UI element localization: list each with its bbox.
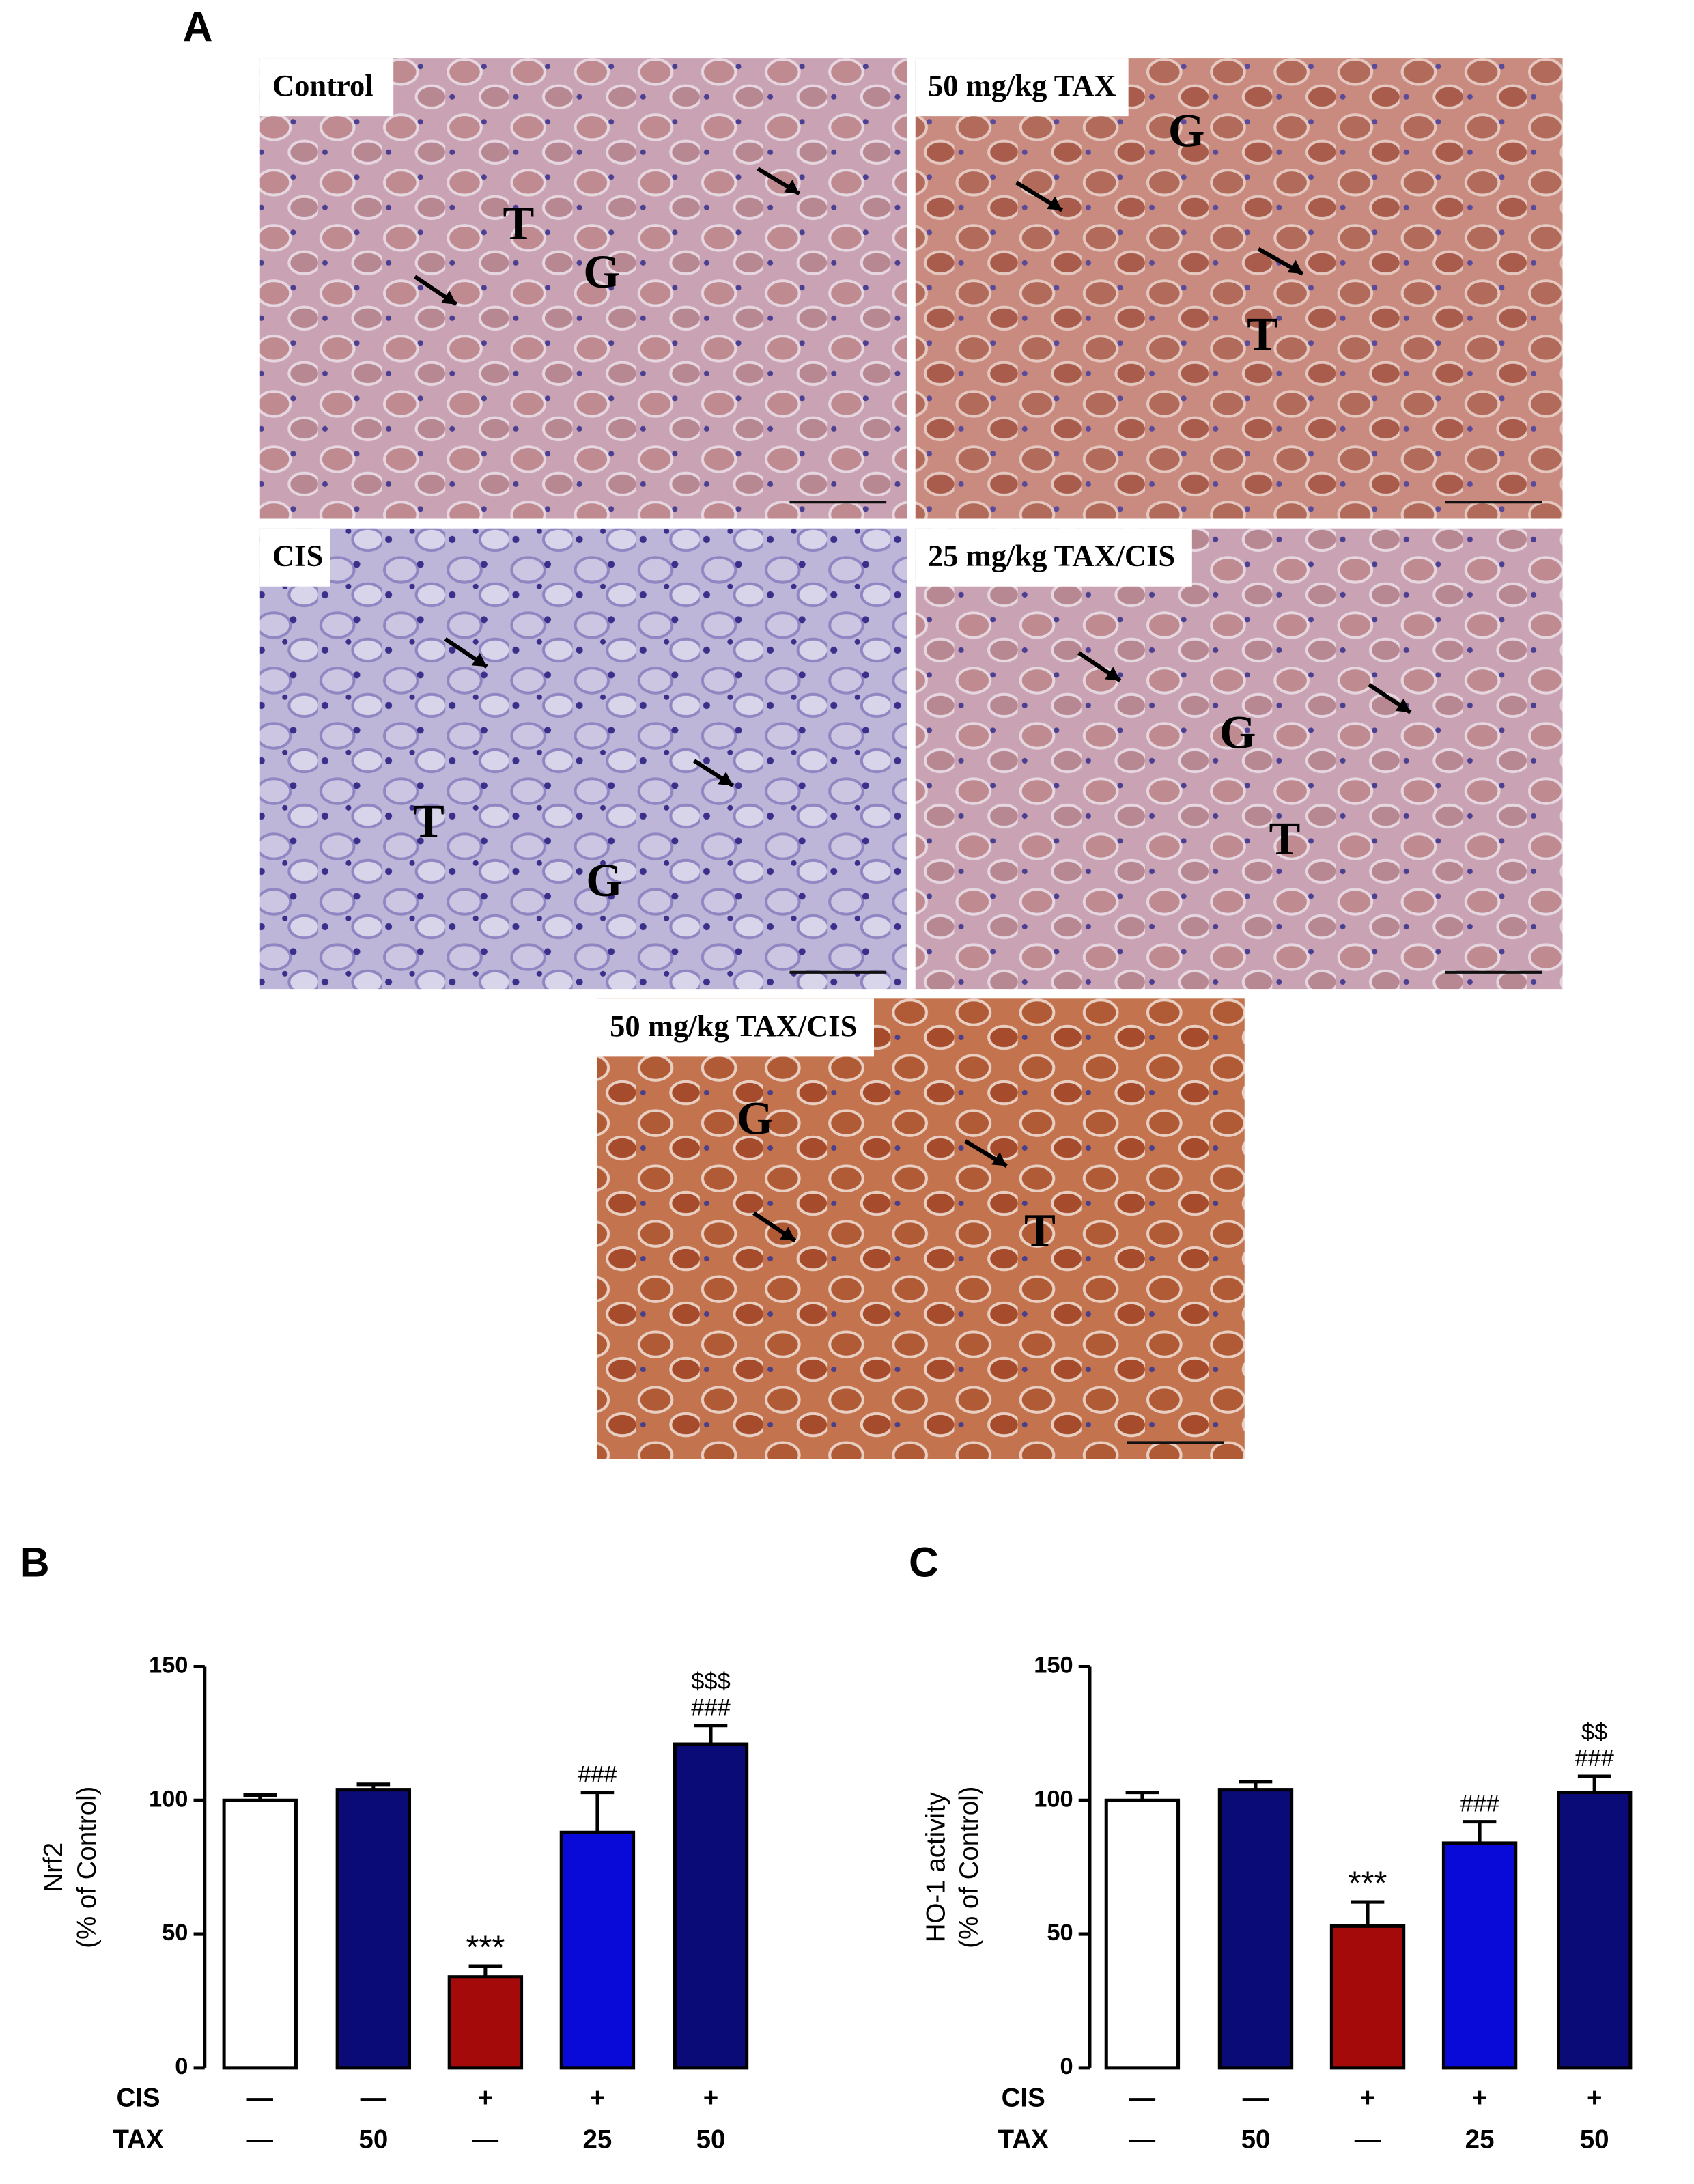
micrograph-title-box — [915, 58, 1129, 117]
significance-label: *** — [466, 1929, 505, 1966]
treatment-name: CIS — [1002, 2084, 1045, 2113]
micrograph-title: CIS — [272, 538, 323, 572]
arrow-head — [991, 1152, 1007, 1166]
bar — [1329, 1924, 1406, 2070]
treatment-level: + — [1472, 2084, 1487, 2113]
treatment-level: 50 — [1241, 2125, 1271, 2154]
micrograph-annotation: T — [413, 795, 444, 847]
significance-label: ### — [691, 1694, 730, 1720]
y-tick-label: 100 — [1034, 1786, 1073, 1812]
y-tick-label: 0 — [175, 2054, 188, 2080]
micrograph-title: 50 mg/kg TAX — [928, 68, 1116, 102]
bar — [673, 1742, 749, 2070]
treatment-level: — — [247, 2125, 274, 2154]
micrograph-annotation: T — [1269, 813, 1301, 865]
micrograph-title: 50 mg/kg TAX/CIS — [610, 1009, 857, 1043]
y-tick-label: 100 — [149, 1786, 188, 1812]
y-tick-label: 150 — [149, 1653, 188, 1679]
treatment-name: TAX — [113, 2125, 163, 2154]
arrow-head — [1287, 260, 1303, 275]
micrograph — [259, 58, 907, 519]
micrograph-annotation: T — [503, 197, 535, 249]
bar — [1217, 1788, 1294, 2070]
micrograph-annotation: T — [1024, 1204, 1056, 1256]
treatment-level: 25 — [1465, 2125, 1495, 2154]
micrograph-title-box — [915, 528, 1192, 587]
bar — [1441, 1841, 1518, 2070]
treatment-level: + — [590, 2084, 605, 2113]
y-tick-label: 50 — [162, 1920, 188, 1946]
micrograph-title: Control — [272, 68, 373, 102]
treatment-level: + — [1360, 2084, 1375, 2113]
micrograph — [597, 998, 1245, 1459]
treatment-name: TAX — [998, 2125, 1049, 2154]
treatment-level: + — [478, 2084, 493, 2113]
micrograph — [259, 528, 907, 990]
significance-label: ### — [1460, 1791, 1499, 1817]
y-tick-label: 0 — [1060, 2054, 1073, 2080]
significance-label: ### — [1575, 1746, 1613, 1772]
treatment-level: 50 — [358, 2125, 388, 2154]
micrograph-annotation: G — [1219, 706, 1256, 758]
micrograph-annotation: G — [737, 1092, 774, 1144]
y-axis-label: (% of Control) — [72, 1787, 102, 1948]
treatment-name: CIS — [116, 2084, 160, 2113]
micrograph — [915, 528, 1563, 990]
micrograph-annotation: T — [1247, 308, 1278, 360]
arrow-head — [1105, 667, 1120, 681]
treatment-level: — — [1355, 2125, 1381, 2154]
micrograph-title: 25 mg/kg TAX/CIS — [928, 538, 1175, 572]
panel-label: C — [909, 1539, 939, 1586]
bar — [1556, 1791, 1633, 2070]
micrograph-annotation: G — [583, 246, 620, 298]
arrow-head — [441, 290, 457, 305]
treatment-level: — — [1129, 2125, 1156, 2154]
y-axis-label: Nrf2 — [39, 1843, 68, 1892]
micrograph — [915, 58, 1563, 519]
treatment-level: 50 — [1580, 2125, 1609, 2154]
arrow-head — [784, 180, 800, 194]
micrograph-title-box — [259, 528, 330, 587]
treatment-level: — — [472, 2125, 499, 2154]
treatment-level: + — [1587, 2084, 1602, 2113]
micrograph-annotation: G — [586, 854, 623, 906]
micrograph-title-box — [259, 58, 394, 117]
bar — [222, 1798, 298, 2070]
arrow-head — [1395, 698, 1411, 713]
treatment-level: — — [247, 2084, 274, 2113]
bar — [1104, 1798, 1181, 2070]
treatment-level: — — [1243, 2084, 1269, 2113]
y-tick-label: 150 — [1034, 1653, 1073, 1679]
significance-label: $$ — [1581, 1719, 1607, 1745]
treatment-level: — — [361, 2084, 387, 2113]
y-tick-label: 50 — [1047, 1920, 1073, 1946]
treatment-level: 25 — [583, 2125, 612, 2154]
bar — [335, 1788, 412, 2070]
bar — [447, 1975, 524, 2070]
treatment-level: 50 — [696, 2125, 726, 2154]
significance-label: *** — [1349, 1865, 1387, 1902]
significance-label: $$$ — [691, 1668, 730, 1694]
treatment-level: — — [1129, 2084, 1156, 2113]
panel-label: A — [183, 4, 213, 51]
micrograph-title-box — [597, 998, 874, 1057]
y-axis-label: HO-1 activity — [921, 1791, 950, 1942]
bar — [559, 1830, 636, 2070]
arrow-head — [780, 1227, 795, 1241]
y-axis-label: (% of Control) — [955, 1787, 984, 1948]
treatment-level: + — [703, 2084, 718, 2113]
panel-label: B — [20, 1539, 50, 1586]
significance-label: ### — [578, 1761, 617, 1787]
arrow-head — [471, 652, 487, 667]
micrograph-annotation: G — [1168, 104, 1205, 156]
arrow-head — [718, 772, 733, 786]
arrow-head — [1047, 196, 1062, 210]
